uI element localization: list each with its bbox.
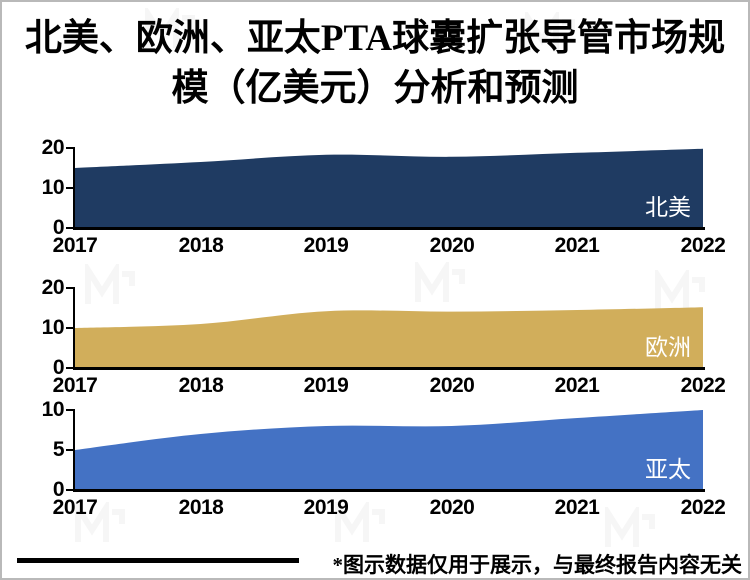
footnote: *图示数据仅用于展示，与最终报告内容无关 [332,553,743,577]
x-tick-label: 2021 [554,496,600,519]
watermark-logo-icon [142,8,196,52]
x-tick-label: 2017 [52,234,98,257]
area-shape [75,410,703,490]
y-tick-mark [66,227,75,229]
y-tick-mark [66,147,75,149]
plot-area-asia-pacific: 亚太 [75,410,703,490]
y-axis-line [73,409,75,491]
x-axis-line [73,367,705,370]
x-axis-line [73,489,705,492]
x-tick-label: 2020 [429,374,475,397]
watermark-logo-icon [652,270,706,314]
x-tick-label: 2017 [52,374,98,397]
plot-area-north-america: 北美 [75,148,703,228]
y-axis-line [73,287,75,369]
x-tick-label: 2020 [429,496,475,519]
area-shape [75,148,703,228]
area-series-europe [75,307,703,368]
watermark-logo-icon [332,502,386,546]
watermark-logo-icon [602,507,656,551]
y-tick-label: 20 [41,276,65,299]
y-tick-mark [66,367,75,369]
y-tick-mark [66,327,75,329]
y-tick-mark [66,287,75,289]
series-label-asia-pacific: 亚太 [645,457,691,482]
page-title: 北美、欧洲、亚太PTA球囊扩张导管市场规 模（亿美元）分析和预测 [17,14,733,114]
y-tick-label: 0 [52,356,65,379]
x-tick-label: 2020 [429,234,475,257]
x-tick-label: 2022 [680,374,726,397]
x-tick-label: 2022 [680,496,726,519]
x-axis-line [73,227,705,230]
plot-area-europe: 欧洲 [75,288,703,368]
x-tick-label: 2019 [303,234,349,257]
x-tick-label: 2017 [52,496,98,519]
y-tick-mark [66,449,75,451]
y-tick-label: 20 [41,136,65,159]
y-tick-label: 0 [52,216,65,239]
x-tick-label: 2019 [303,374,349,397]
area-series-asia-pacific [75,410,703,490]
y-tick-mark [66,409,75,411]
x-tick-label: 2022 [680,234,726,257]
y-tick-label: 10 [41,398,65,421]
y-tick-label: 0 [52,478,65,501]
series-label-europe: 欧洲 [645,335,691,360]
x-tick-label: 2019 [303,496,349,519]
area-shape [75,307,703,368]
watermark-logo-icon [82,264,136,308]
y-tick-mark [66,187,75,189]
series-label-north-america: 北美 [645,195,691,220]
y-tick-label: 5 [52,438,65,461]
footer-divider-line [17,558,299,563]
area-series-north-america [75,148,703,228]
x-tick-label: 2018 [178,234,224,257]
y-axis-line [73,147,75,229]
watermark-logo-icon [72,502,126,546]
y-tick-label: 10 [41,176,65,199]
x-tick-label: 2018 [178,496,224,519]
y-tick-label: 10 [41,316,65,339]
chart-asia-pacific: 10 5 0 亚太 2017 2018 2019 2020 2021 2022 [2,399,748,522]
x-tick-label: 2021 [554,234,600,257]
watermark-logo-icon [412,262,466,306]
page-title-line2: 模（亿美元）分析和预测 [171,68,579,109]
x-tick-label: 2018 [178,374,224,397]
chart-europe: 20 10 0 欧洲 2017 2018 2019 2020 2021 2022 [2,277,748,400]
x-tick-label: 2021 [554,374,600,397]
chart-north-america: 20 10 0 北美 2017 2018 2019 2020 2021 2022 [2,137,748,260]
watermark-logo-icon [522,12,576,56]
page-title-line1: 北美、欧洲、亚太PTA球囊扩张导管市场规 [24,18,726,59]
y-tick-mark [66,489,75,491]
